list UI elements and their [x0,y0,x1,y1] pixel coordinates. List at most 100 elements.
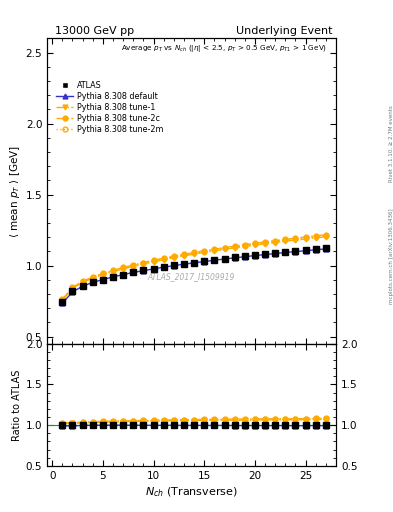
ATLAS [313,246,318,252]
ATLAS [101,276,105,283]
Pythia 8.308 tune-2c [90,274,95,280]
Pythia 8.308 tune-1 [323,233,328,240]
Legend: ATLAS, Pythia 8.308 default, Pythia 8.308 tune-1, Pythia 8.308 tune-2c, Pythia 8: ATLAS, Pythia 8.308 default, Pythia 8.30… [54,79,165,135]
Pythia 8.308 default [313,247,318,253]
Pythia 8.308 default [202,259,207,265]
Pythia 8.308 tune-2m [70,285,75,291]
Pythia 8.308 tune-2c [151,257,156,263]
Pythia 8.308 default [263,251,267,258]
Pythia 8.308 default [101,276,105,283]
Pythia 8.308 default [80,283,85,289]
Y-axis label: $\langle$ mean $p_T$ $\rangle$ [GeV]: $\langle$ mean $p_T$ $\rangle$ [GeV] [7,145,22,238]
Pythia 8.308 tune-2c [253,240,257,246]
ATLAS [151,266,156,272]
Pythia 8.308 tune-2m [192,250,196,257]
Pythia 8.308 tune-1 [232,245,237,251]
Pythia 8.308 tune-1 [212,248,217,254]
ATLAS [293,247,298,253]
Pythia 8.308 tune-1 [253,242,257,248]
ATLAS [202,258,207,264]
Pythia 8.308 tune-1 [263,241,267,247]
Pythia 8.308 tune-1 [303,236,308,242]
Pythia 8.308 tune-2c [232,243,237,249]
Pythia 8.308 default [70,289,75,295]
Pythia 8.308 tune-2m [303,235,308,241]
ATLAS [121,271,125,278]
Pythia 8.308 tune-2c [80,278,85,284]
Pythia 8.308 tune-2c [293,235,298,241]
Pythia 8.308 tune-2c [131,262,136,268]
Pythia 8.308 default [283,249,288,255]
Pythia 8.308 tune-1 [182,253,186,259]
Pythia 8.308 tune-2m [151,258,156,264]
Pythia 8.308 tune-2m [323,232,328,239]
Pythia 8.308 tune-1 [222,246,227,252]
Line: Pythia 8.308 tune-1: Pythia 8.308 tune-1 [60,234,328,303]
Pythia 8.308 default [232,255,237,261]
Pythia 8.308 tune-2c [70,284,75,290]
Pythia 8.308 tune-2c [273,238,277,244]
Pythia 8.308 tune-2c [222,245,227,251]
Pythia 8.308 tune-2c [323,231,328,238]
Pythia 8.308 tune-2c [101,270,105,276]
Pythia 8.308 tune-1 [162,257,166,263]
Pythia 8.308 default [171,263,176,269]
Pythia 8.308 tune-2c [121,264,125,270]
Pythia 8.308 tune-2m [242,243,247,249]
Pythia 8.308 tune-2m [283,237,288,243]
Pythia 8.308 tune-1 [293,237,298,243]
ATLAS [232,254,237,260]
Pythia 8.308 tune-2c [202,248,207,254]
Pythia 8.308 tune-1 [101,272,105,278]
ATLAS [162,264,166,270]
ATLAS [323,245,328,251]
Text: mcplots.cern.ch [arXiv:1306.3436]: mcplots.cern.ch [arXiv:1306.3436] [389,208,393,304]
Pythia 8.308 tune-2m [293,236,298,242]
ATLAS [303,247,308,253]
Pythia 8.308 default [151,266,156,272]
Pythia 8.308 tune-2c [171,253,176,259]
Pythia 8.308 tune-1 [90,275,95,281]
Pythia 8.308 default [192,260,196,266]
Pythia 8.308 tune-2c [162,255,166,261]
Pythia 8.308 default [222,256,227,262]
ATLAS [212,257,217,263]
Pythia 8.308 tune-1 [283,238,288,244]
Pythia 8.308 tune-1 [192,251,196,257]
Pythia 8.308 tune-1 [121,266,125,272]
Pythia 8.308 tune-1 [151,259,156,265]
ATLAS [273,250,277,256]
ATLAS [80,283,85,289]
Pythia 8.308 tune-2c [283,237,288,243]
Pythia 8.308 tune-2m [182,252,186,258]
ATLAS [141,267,146,273]
Pythia 8.308 default [60,300,65,306]
ATLAS [131,269,136,275]
Pythia 8.308 tune-2m [313,234,318,240]
ATLAS [192,260,196,266]
Pythia 8.308 default [303,248,308,254]
Line: ATLAS: ATLAS [60,245,329,305]
ATLAS [171,262,176,268]
Pythia 8.308 tune-2c [141,260,146,266]
Pythia 8.308 tune-2m [101,271,105,277]
Pythia 8.308 tune-2c [182,251,186,258]
Pythia 8.308 tune-2m [131,263,136,269]
Pythia 8.308 tune-2c [111,267,116,273]
Pythia 8.308 default [131,269,136,275]
Pythia 8.308 tune-1 [141,261,146,267]
Text: ATLAS_2017_I1509919: ATLAS_2017_I1509919 [148,272,235,281]
Pythia 8.308 tune-2m [202,249,207,255]
Pythia 8.308 default [273,250,277,257]
ATLAS [60,300,65,306]
Pythia 8.308 tune-2m [90,274,95,281]
Pythia 8.308 tune-2m [141,260,146,266]
Pythia 8.308 tune-2m [111,268,116,274]
Pythia 8.308 tune-2m [121,265,125,271]
Pythia 8.308 tune-2m [273,239,277,245]
Pythia 8.308 tune-1 [111,269,116,275]
Pythia 8.308 tune-1 [242,243,247,249]
Pythia 8.308 tune-2c [242,242,247,248]
ATLAS [263,251,267,257]
Pythia 8.308 tune-2m [222,245,227,251]
